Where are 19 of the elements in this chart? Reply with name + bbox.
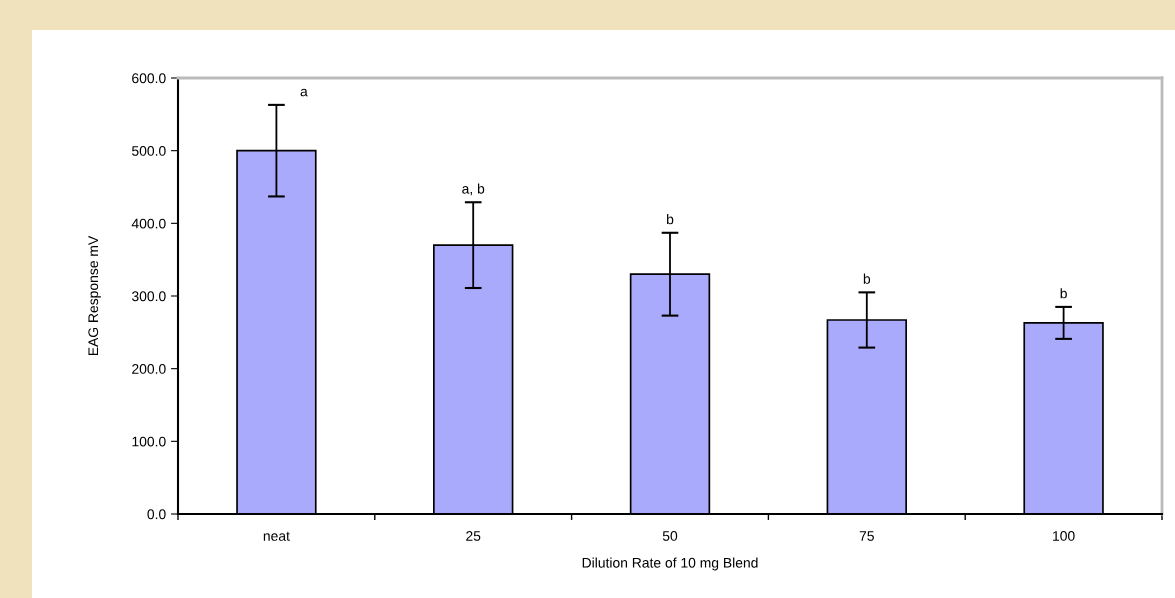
y-tick-label: 400.0 — [131, 218, 166, 229]
y-axis-title: EAG Response mV — [88, 235, 101, 356]
x-tick-label: 50 — [662, 531, 678, 541]
y-tick-label: 500.0 — [132, 146, 166, 156]
x-tick-label: 25 — [466, 531, 481, 541]
annotation: b — [667, 214, 674, 225]
y-tick-label: 200.0 — [132, 364, 166, 374]
x-axis-title: Dilution Rate of 10 mg Blend — [582, 557, 758, 571]
y-tick-label: 100.0 — [132, 436, 166, 447]
y-tick-label: 600.0 — [132, 73, 166, 84]
x-tick-label: 100 — [1053, 531, 1075, 541]
x-tick-label: neat — [263, 531, 290, 541]
y-tick-label: 0.0 — [147, 509, 166, 520]
annotation: b — [1060, 288, 1067, 299]
annotation: a — [300, 88, 308, 97]
annotation: a, b — [462, 183, 485, 196]
annotation: b — [863, 273, 871, 284]
x-tick-label: 75 — [859, 531, 874, 541]
y-tick-label: 300.0 — [131, 291, 166, 302]
